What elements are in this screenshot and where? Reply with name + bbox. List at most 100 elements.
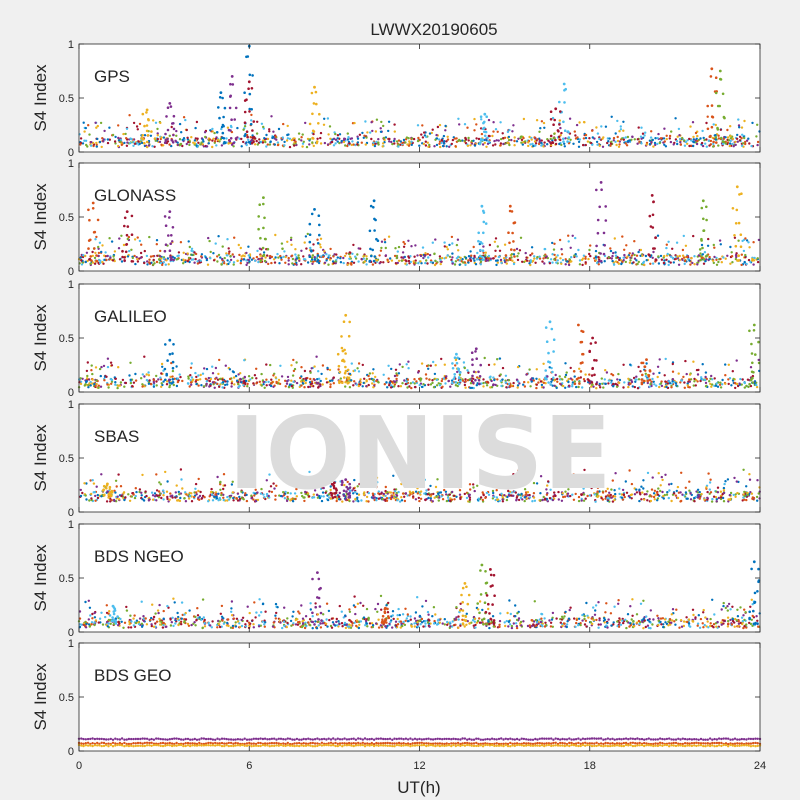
data-point xyxy=(234,374,238,378)
data-point xyxy=(226,126,230,129)
data-point xyxy=(574,134,577,137)
data-point xyxy=(239,246,242,250)
data-point xyxy=(94,494,97,498)
data-point xyxy=(117,247,121,250)
data-point xyxy=(273,143,276,146)
data-point xyxy=(485,145,488,148)
data-point xyxy=(611,479,614,482)
data-point xyxy=(676,485,680,489)
data-point xyxy=(369,131,372,134)
data-point xyxy=(118,237,121,240)
data-point xyxy=(299,376,302,380)
data-point xyxy=(267,262,270,266)
data-point xyxy=(336,134,340,137)
data-point xyxy=(419,254,423,258)
spike-point xyxy=(545,340,549,344)
data-point xyxy=(648,139,652,142)
data-point xyxy=(252,382,255,385)
data-point xyxy=(216,255,219,258)
data-point xyxy=(156,254,159,257)
data-point xyxy=(704,385,708,388)
data-point xyxy=(470,254,473,257)
spike-point xyxy=(316,254,320,257)
data-point xyxy=(226,238,229,241)
spike-peak xyxy=(455,352,458,356)
data-point xyxy=(319,237,323,240)
data-point xyxy=(570,256,573,259)
data-point xyxy=(181,379,184,383)
spike-point xyxy=(598,259,601,263)
data-point xyxy=(196,137,199,140)
data-point xyxy=(166,140,170,143)
data-point xyxy=(708,380,711,383)
data-point xyxy=(212,137,215,140)
data-point xyxy=(221,245,224,248)
data-point xyxy=(375,259,379,262)
data-point xyxy=(526,259,529,262)
spike-point xyxy=(471,363,474,367)
data-point xyxy=(749,366,753,369)
data-point xyxy=(472,139,475,142)
data-point xyxy=(646,471,650,475)
data-point xyxy=(334,262,337,265)
data-point xyxy=(403,242,406,246)
data-point xyxy=(84,126,88,130)
data-point xyxy=(105,258,108,262)
spike-point xyxy=(164,343,167,346)
data-point xyxy=(278,262,281,265)
data-point xyxy=(185,128,188,132)
data-point xyxy=(334,260,337,263)
data-point xyxy=(749,260,752,263)
data-point xyxy=(586,140,590,143)
data-point xyxy=(195,382,198,386)
spike-point xyxy=(564,87,567,91)
data-point xyxy=(492,130,495,133)
data-point xyxy=(430,131,433,135)
data-point xyxy=(286,124,289,128)
spike-point xyxy=(338,381,341,385)
data-point xyxy=(527,141,530,144)
data-point xyxy=(242,140,245,144)
data-point xyxy=(310,367,313,370)
data-point xyxy=(584,136,588,140)
data-point xyxy=(95,145,99,148)
spike-point xyxy=(593,373,596,377)
data-point xyxy=(399,140,402,143)
data-point xyxy=(618,258,621,262)
data-point xyxy=(407,256,411,259)
data-point xyxy=(115,485,118,488)
data-point xyxy=(575,123,579,127)
data-point xyxy=(383,383,386,386)
data-point xyxy=(656,365,660,368)
data-point xyxy=(469,382,473,385)
data-point xyxy=(543,247,547,251)
data-point xyxy=(737,124,741,127)
spike-point xyxy=(121,249,124,253)
data-point xyxy=(617,262,621,265)
data-point xyxy=(327,254,331,257)
spike-point xyxy=(478,375,482,378)
data-point xyxy=(719,381,722,384)
spike-point xyxy=(221,131,225,135)
data-point xyxy=(742,142,745,145)
data-point xyxy=(135,256,138,259)
data-point xyxy=(448,243,451,247)
data-point xyxy=(216,260,219,263)
spike-point xyxy=(93,230,97,234)
data-point xyxy=(174,139,177,142)
spike-peak xyxy=(718,69,722,73)
data-point xyxy=(676,496,680,500)
spike-point xyxy=(163,215,167,218)
data-point xyxy=(563,142,566,145)
data-point xyxy=(417,136,420,140)
data-point xyxy=(413,378,416,381)
data-point xyxy=(756,143,759,147)
spike-point xyxy=(648,378,652,382)
data-point xyxy=(564,137,567,140)
data-point xyxy=(717,134,720,137)
data-point xyxy=(496,261,499,264)
spike-peak xyxy=(577,323,580,327)
data-point xyxy=(102,140,105,143)
data-point xyxy=(269,140,272,143)
data-point xyxy=(410,386,413,390)
